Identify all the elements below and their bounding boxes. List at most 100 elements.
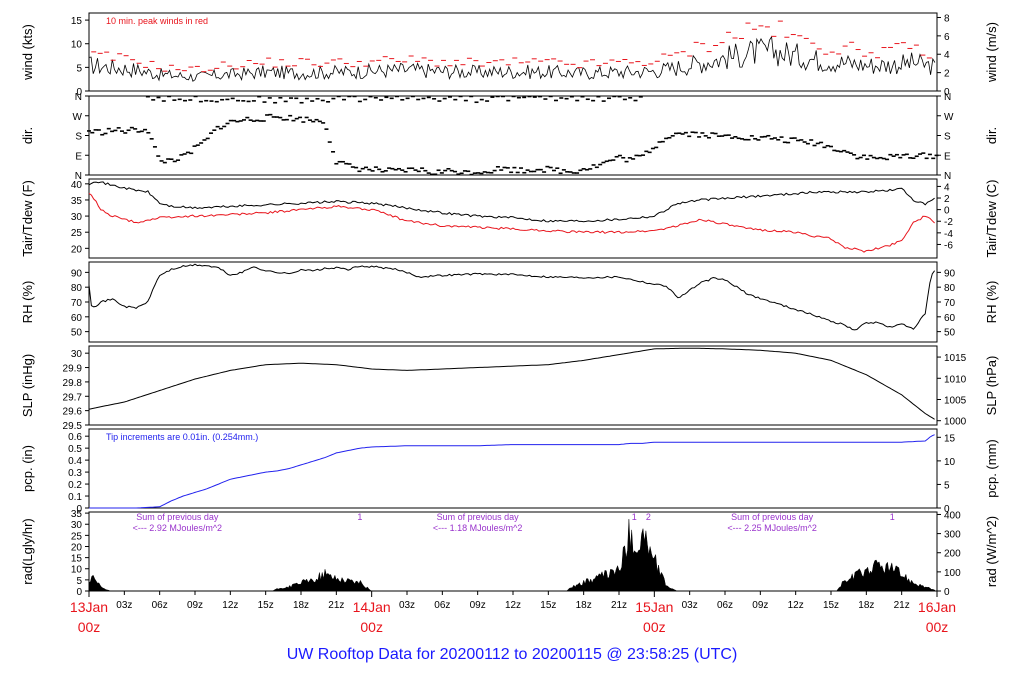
slp-panel-frame (88, 345, 938, 426)
wind-speed-series (88, 35, 936, 82)
wind-annotation: 10 min. peak winds in red (106, 16, 208, 26)
x-day-label: 13Jan (70, 599, 108, 615)
dir-right-tick-label: S (944, 132, 951, 143)
rh-right-tick-label: 90 (944, 268, 956, 279)
dir-right-axis-label: dir. (984, 127, 999, 144)
rad-left-tick-label: 15 (71, 554, 83, 565)
pcp-pcp-series (89, 434, 935, 509)
rad-marker: 2 (646, 512, 651, 522)
rh-left-tick-label: 50 (71, 328, 83, 339)
rad-left-tick-label: 10 (71, 565, 83, 576)
rh-right-tick-label: 80 (944, 283, 956, 294)
x-tick-label: 06z (152, 600, 168, 611)
temp-right-tick-label: 2 (944, 194, 950, 205)
slp-left-tick-label: 29.9 (63, 364, 83, 375)
rad-right-tick-label: 400 (944, 510, 961, 521)
x-day-hour-label: 00z (643, 619, 666, 635)
rad-sum-annotation-line2: <--- 1.18 MJoules/m^2 (433, 523, 523, 533)
rh-left-tick-label: 80 (71, 283, 83, 294)
temp-tdew-series (88, 192, 935, 253)
temp-right-axis-label: Tair/Tdew (C) (984, 179, 999, 257)
temp-left-tick-label: 30 (71, 212, 83, 223)
pcp-right-tick-label: 0 (944, 504, 950, 515)
x-tick-label: 18z (858, 600, 874, 611)
rad-right-tick-label: 0 (944, 587, 950, 598)
x-tick-label: 15z (823, 600, 839, 611)
pcp-right-tick-label: 15 (944, 433, 956, 444)
temp-right-tick-label: 0 (944, 206, 950, 217)
x-day-hour-label: 00z (360, 619, 383, 635)
wind-right-tick-label: 8 (944, 13, 950, 24)
wind-left-tick-label: 0 (76, 87, 82, 98)
dir-left-tick-label: E (75, 151, 82, 162)
slp-left-tick-label: 29.7 (63, 392, 83, 403)
temp-left-tick-label: 25 (71, 228, 83, 239)
dir-left-tick-label: N (75, 171, 82, 182)
pcp-left-axis-label: pcp. (in) (20, 445, 35, 492)
rh-right-tick-label: 70 (944, 298, 956, 309)
temp-right-tick-label: -4 (944, 229, 953, 240)
x-tick-label: 21z (328, 600, 344, 611)
slp-right-tick-label: 1005 (944, 395, 967, 406)
x-tick-label: 21z (611, 600, 627, 611)
rad-right-axis-label: rad (W/m^2) (984, 516, 999, 587)
rad-marker: 1 (632, 512, 637, 522)
temp-panel-frame (88, 178, 938, 259)
rad-left-tick-label: 30 (71, 520, 83, 531)
x-tick-label: 03z (399, 600, 415, 611)
temp-left-tick-label: 20 (71, 244, 83, 255)
x-tick-label: 09z (470, 600, 486, 611)
wind-left-tick-label: 5 (76, 63, 82, 74)
rh-right-tick-label: 50 (944, 328, 956, 339)
x-tick-label: 09z (752, 600, 768, 611)
rad-left-tick-label: 0 (76, 587, 82, 598)
rad-sum-annotation-line1: Sum of previous day (437, 512, 520, 522)
wind-right-tick-label: 2 (944, 69, 950, 80)
pcp-left-tick-label: 0.6 (68, 432, 82, 443)
rh-left-tick-label: 60 (71, 313, 83, 324)
x-tick-label: 15z (540, 600, 556, 611)
slp-right-tick-label: 1010 (944, 374, 967, 385)
x-tick-label: 09z (187, 600, 203, 611)
pcp-left-tick-label: 0.2 (68, 480, 82, 491)
x-tick-label: 06z (717, 600, 733, 611)
wind-left-axis-label: wind (kts) (20, 24, 35, 81)
temp-right-tick-label: -2 (944, 217, 953, 228)
wind-left-tick-label: 15 (71, 16, 83, 27)
pcp-left-tick-label: 0.5 (68, 444, 82, 455)
x-tick-label: 18z (576, 600, 592, 611)
x-day-label: 16Jan (918, 599, 956, 615)
x-tick-label: 15z (258, 600, 274, 611)
pcp-left-tick-label: 0 (76, 504, 82, 515)
pcp-left-tick-label: 0.4 (68, 456, 82, 467)
rh-left-tick-label: 90 (71, 268, 83, 279)
rad-marker: 1 (357, 512, 362, 522)
slp-left-axis-label: SLP (inHg) (20, 354, 35, 417)
dir-right-tick-label: E (944, 151, 951, 162)
rh-left-tick-label: 70 (71, 298, 83, 309)
dir-left-tick-label: S (75, 132, 82, 143)
temp-right-tick-label: 4 (944, 182, 950, 193)
temp-tair-series (88, 181, 935, 223)
x-tick-label: 03z (116, 600, 132, 611)
wind-right-tick-label: 0 (944, 87, 950, 98)
pcp-left-tick-label: 0.1 (68, 492, 82, 503)
slp-right-axis-label: SLP (hPa) (984, 356, 999, 416)
dir-left-tick-label: N (75, 92, 82, 103)
pcp-left-tick-label: 0.3 (68, 468, 82, 479)
rh-rh-series (88, 263, 936, 331)
rad-right-tick-label: 200 (944, 549, 961, 560)
rh-right-tick-label: 60 (944, 313, 956, 324)
pcp-annotation: Tip increments are 0.01in. (0.254mm.) (106, 432, 258, 442)
temp-left-tick-label: 40 (71, 180, 83, 191)
wind-panel-frame (88, 12, 938, 92)
slp-left-tick-label: 29.8 (63, 378, 83, 389)
slp-left-tick-label: 29.6 (63, 407, 83, 418)
rad-marker: 1 (890, 512, 895, 522)
rad-sum-annotation-line2: <--- 2.92 MJoules/m^2 (133, 523, 223, 533)
wind-right-tick-label: 6 (944, 32, 950, 43)
x-day-hour-label: 00z (926, 619, 949, 635)
rad-right-tick-label: 300 (944, 530, 961, 541)
dir-right-tick-label: W (944, 112, 954, 123)
